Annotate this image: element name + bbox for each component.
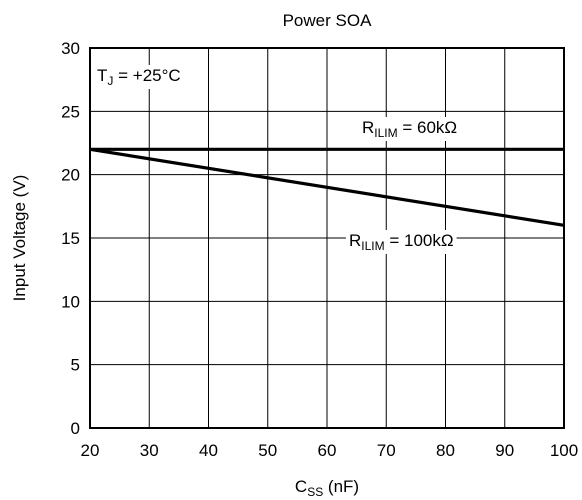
tick-labels: 20 30 40 50 60 70 80 90 100 0 5 10 15 20 25 30 xyxy=(61,39,578,460)
grid xyxy=(90,48,564,428)
y-axis-label: Input Voltage (V) xyxy=(10,175,29,302)
y-tick-label-15: 15 xyxy=(61,229,80,248)
x-tick-label-90: 90 xyxy=(495,441,514,460)
x-tick-label-100: 100 xyxy=(550,441,578,460)
series-label-100k: RILIM = 100kΩ xyxy=(349,231,454,253)
x-tick-label-20: 20 xyxy=(81,441,100,460)
x-axis-label-subscript: SS xyxy=(307,485,323,499)
x-tick-label-50: 50 xyxy=(258,441,277,460)
series-label-60k-subscript: ILIM xyxy=(374,126,397,140)
x-tick-label-30: 30 xyxy=(140,441,159,460)
y-tick-label-20: 20 xyxy=(61,166,80,185)
temperature-annotation-main: T xyxy=(97,66,107,85)
series-label-60k-tail: = 60kΩ xyxy=(398,118,458,137)
temperature-annotation-background xyxy=(94,65,184,89)
series-label-100k-background xyxy=(346,230,457,254)
series-label-100k-tail: = 100kΩ xyxy=(385,231,454,250)
series-label-60k-main: R xyxy=(362,118,374,137)
x-axis-label-tail: (nF) xyxy=(323,477,359,496)
plot-frame xyxy=(89,47,565,429)
y-tick-label-5: 5 xyxy=(71,356,80,375)
x-axis-label-main: C xyxy=(295,477,307,496)
x-tick-label-40: 40 xyxy=(199,441,218,460)
series-label-60k: RILIM = 60kΩ xyxy=(362,118,457,140)
x-tick-label-70: 70 xyxy=(377,441,396,460)
y-tick-label-25: 25 xyxy=(61,102,80,121)
temperature-annotation-subscript: J xyxy=(107,74,113,88)
series-label-60k-background xyxy=(359,117,461,141)
y-tick-label-0: 0 xyxy=(71,419,80,438)
series-line-1 xyxy=(89,147,565,227)
temperature-annotation: TJ = +25°C xyxy=(97,66,181,88)
chart-title: Power SOA xyxy=(283,11,372,30)
series-lines xyxy=(89,147,565,227)
series-label-100k-main: R xyxy=(349,231,361,250)
x-tick-label-80: 80 xyxy=(436,441,455,460)
temperature-annotation-tail: = +25°C xyxy=(113,66,180,85)
x-axis-label: CSS (nF) xyxy=(295,477,359,499)
y-tick-label-30: 30 xyxy=(61,39,80,58)
series-label-100k-subscript: ILIM xyxy=(361,239,384,253)
x-tick-label-60: 60 xyxy=(318,441,337,460)
y-tick-label-10: 10 xyxy=(61,292,80,311)
